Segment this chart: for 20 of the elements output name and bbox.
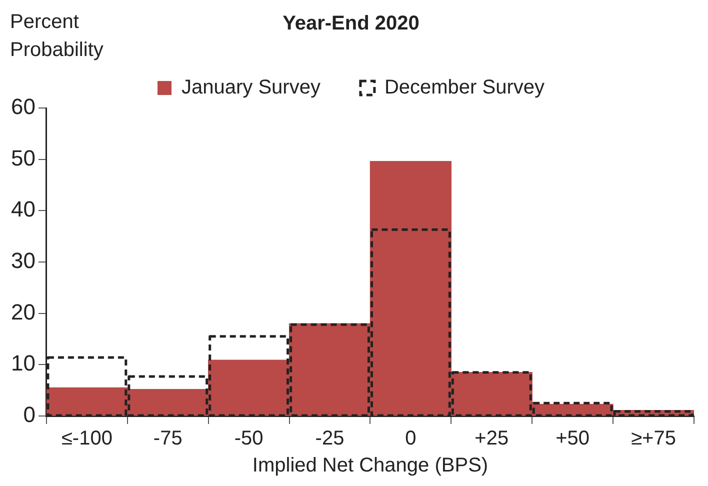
y-tick-label: 10 bbox=[10, 350, 36, 376]
y-tick-label: 20 bbox=[10, 299, 36, 324]
chart-title: Year-End 2020 bbox=[282, 12, 420, 35]
y-tick-label: 50 bbox=[10, 145, 36, 170]
x-tick-label: -75 bbox=[153, 428, 182, 450]
x-tick-label: -50 bbox=[234, 428, 264, 450]
x-axis-title: Implied Net Change (BPS) bbox=[252, 454, 488, 477]
y-tick-label: 0 bbox=[23, 402, 36, 428]
y-tick-label: 60 bbox=[10, 94, 36, 120]
x-tick-label: ≥+75 bbox=[631, 428, 676, 450]
x-tick-label: -25 bbox=[315, 428, 344, 450]
x-tick-label: ≤-100 bbox=[61, 428, 112, 450]
x-tick-label: +50 bbox=[556, 428, 590, 450]
y-tick-label: 30 bbox=[10, 248, 36, 274]
y-tick-label: 40 bbox=[10, 196, 36, 222]
y-axis-title: Percent Probability bbox=[10, 8, 160, 64]
x-tick-label: 0 bbox=[405, 428, 416, 450]
x-tick-label: +25 bbox=[474, 428, 509, 450]
legend-label: December Survey bbox=[384, 76, 545, 99]
legend-label: January Survey bbox=[181, 76, 320, 99]
